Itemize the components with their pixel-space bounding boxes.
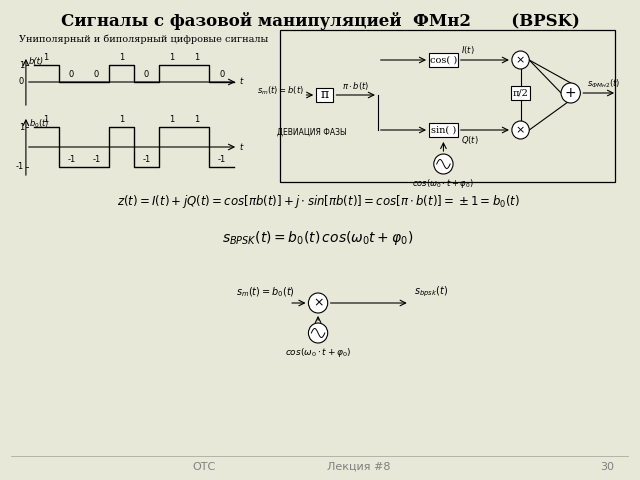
FancyBboxPatch shape [429, 123, 458, 137]
Text: 1: 1 [194, 115, 199, 124]
Text: 0: 0 [68, 70, 74, 79]
Text: 0: 0 [19, 77, 24, 86]
Text: $s_m(t)=b_0(t)$: $s_m(t)=b_0(t)$ [236, 286, 294, 299]
Text: 1: 1 [119, 53, 124, 62]
Text: Лекция #8: Лекция #8 [327, 462, 390, 472]
Text: 1: 1 [169, 53, 174, 62]
Text: t: t [239, 143, 243, 152]
Text: -1: -1 [142, 155, 150, 164]
Text: $cos(\omega_0 \cdot t + \varphi_0)$: $cos(\omega_0 \cdot t + \varphi_0)$ [285, 346, 351, 359]
Bar [280, 30, 615, 182]
Circle shape [561, 83, 580, 103]
Text: 0: 0 [219, 70, 224, 79]
Text: -1: -1 [67, 155, 76, 164]
Text: $b_0(t)$: $b_0(t)$ [29, 117, 49, 130]
Text: 1: 1 [19, 123, 24, 132]
Text: cos( ): cos( ) [430, 56, 457, 64]
Circle shape [308, 323, 328, 343]
Text: Униполярный и биполярный цифровые сигналы: Униполярный и биполярный цифровые сигнал… [19, 35, 268, 45]
Text: ×: × [516, 55, 525, 65]
Text: π/2: π/2 [513, 88, 529, 97]
Text: ДЕВИАЦИЯ ФАЗЫ: ДЕВИАЦИЯ ФАЗЫ [277, 128, 347, 136]
Text: $I(t)$: $I(t)$ [461, 44, 474, 56]
Text: $Q(t)$: $Q(t)$ [461, 134, 479, 146]
Text: $s_{BPSK}(t) = b_0(t)\,cos(\omega_0 t + \varphi_0)$: $s_{BPSK}(t) = b_0(t)\,cos(\omega_0 t + … [223, 229, 413, 247]
Text: $\pi \cdot b(t)$: $\pi \cdot b(t)$ [342, 80, 369, 92]
Text: ×: × [313, 297, 323, 310]
Text: sin( ): sin( ) [431, 125, 456, 134]
Text: 0: 0 [144, 70, 149, 79]
Text: $cos(\omega_0 \cdot t + \varphi_0)$: $cos(\omega_0 \cdot t + \varphi_0)$ [412, 177, 474, 190]
Text: b(t): b(t) [29, 57, 44, 66]
Text: 1: 1 [44, 53, 49, 62]
Text: 1: 1 [44, 115, 49, 124]
Circle shape [512, 51, 529, 69]
Text: 30: 30 [600, 462, 614, 472]
Text: -1: -1 [16, 162, 24, 171]
Text: 1: 1 [169, 115, 174, 124]
Text: +: + [565, 86, 577, 100]
Text: -1: -1 [92, 155, 100, 164]
Text: π: π [321, 88, 329, 101]
Text: t: t [239, 77, 243, 86]
Text: $s_{ФМн2}(t)$: $s_{ФМн2}(t)$ [588, 77, 621, 90]
Text: ×: × [516, 125, 525, 135]
Text: 1: 1 [119, 115, 124, 124]
Text: -1: -1 [218, 155, 226, 164]
Text: 1: 1 [194, 53, 199, 62]
FancyBboxPatch shape [316, 88, 333, 102]
FancyBboxPatch shape [511, 86, 530, 100]
Text: 0: 0 [93, 70, 99, 79]
Circle shape [512, 121, 529, 139]
Text: Сигналы с фазовой манипуляцией  ФМн2       (BPSK): Сигналы с фазовой манипуляцией ФМн2 (BPS… [61, 12, 579, 30]
Text: $s_m(t)=b(t)$: $s_m(t)=b(t)$ [257, 85, 303, 97]
Text: 1: 1 [19, 61, 24, 70]
Text: ОТС: ОТС [193, 462, 216, 472]
Text: $s_{bpsk}(t)$: $s_{bpsk}(t)$ [415, 285, 449, 299]
Circle shape [434, 154, 453, 174]
Text: $z(t) = I(t) + jQ(t) = cos[\pi b(t)] + j \cdot sin[\pi b(t)] = cos[\pi \cdot b(t: $z(t) = I(t) + jQ(t) = cos[\pi b(t)] + j… [116, 193, 520, 211]
FancyBboxPatch shape [429, 53, 458, 67]
Circle shape [308, 293, 328, 313]
